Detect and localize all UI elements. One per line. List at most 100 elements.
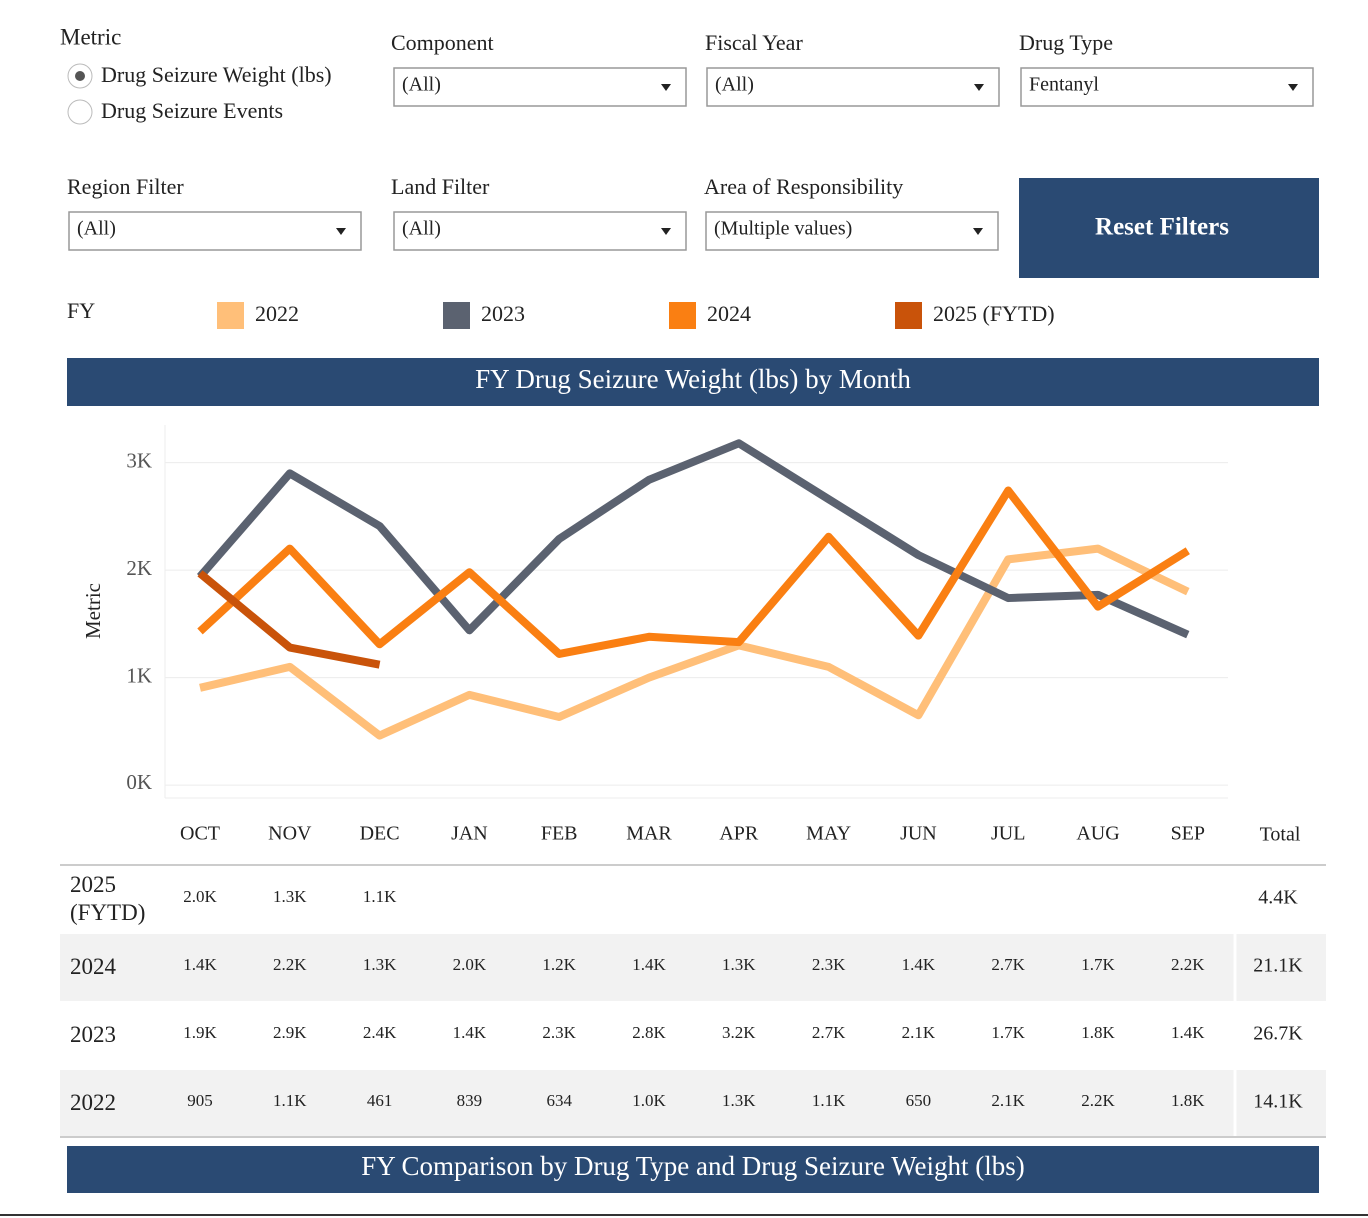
chart-title: FY Drug Seizure Weight (lbs) by Month (475, 364, 911, 394)
dropdown[interactable] (1020, 67, 1314, 107)
table-total: 21.1K (1253, 955, 1303, 977)
row-label: 2025 (FYTD) (70, 872, 146, 925)
radio-label[interactable]: Drug Seizure Weight (lbs) (101, 62, 332, 87)
table-cell: 2.0K (183, 887, 217, 906)
legend-label: 2022 (255, 301, 299, 326)
table-cell: 1.7K (1081, 955, 1115, 974)
y-tick-label: 0K (126, 770, 152, 794)
chart-title-band (67, 358, 1319, 406)
row-label: 2024 (70, 954, 116, 979)
table-cell: 1.4K (183, 955, 217, 974)
table-cell: 905 (187, 1091, 213, 1110)
table-row-bg (60, 934, 1326, 1001)
table-cell: 461 (367, 1091, 393, 1110)
y-tick-label: 3K (126, 448, 152, 472)
row-label-box: 2023 (70, 1022, 116, 1047)
y-tick-label: 2K (126, 556, 152, 580)
legend-title: FY (67, 298, 95, 323)
x-tick-label: NOV (268, 823, 312, 845)
table-cell: 1.4K (632, 955, 666, 974)
x-tick-label: APR (719, 823, 759, 845)
table-cell: 1.4K (453, 1023, 487, 1042)
table-cell: 1.3K (363, 955, 397, 974)
x-tick-label: MAY (806, 823, 851, 845)
dropdown[interactable] (705, 211, 999, 251)
series-line (199, 544, 1190, 740)
legend-label: 2024 (707, 301, 751, 326)
table-cell: 1.4K (902, 955, 936, 974)
row-label: 2022 (70, 1090, 116, 1115)
table-cell: 1.9K (183, 1023, 217, 1042)
dropdown-arrow (974, 84, 984, 91)
dropdown-arrow (1288, 84, 1298, 91)
table-cell: 1.2K (542, 955, 576, 974)
table-cell: 1.1K (273, 1091, 307, 1110)
dropdown[interactable] (706, 67, 1000, 107)
table-cell: 2.0K (453, 955, 487, 974)
table-cell: 1.3K (722, 955, 756, 974)
radio-label[interactable]: Drug Seizure Events (101, 98, 283, 123)
dropdown-value[interactable]: (All) (715, 74, 754, 96)
dropdown-value[interactable]: (All) (77, 218, 116, 240)
reset-button[interactable] (1019, 178, 1319, 278)
table-cell: 1.7K (991, 1023, 1025, 1042)
dropdown-arrow (336, 228, 346, 235)
dropdown[interactable] (393, 67, 687, 107)
filter-label: Area of Responsibility (704, 174, 903, 199)
filter-label: Region Filter (67, 174, 184, 199)
y-axis-label: Metric (81, 583, 105, 639)
table-cell: 3.2K (722, 1023, 756, 1042)
dropdown[interactable] (393, 211, 687, 251)
legend-label: 2023 (481, 301, 525, 326)
table-total: 26.7K (1253, 1023, 1303, 1045)
table-total: 4.4K (1258, 887, 1298, 909)
table-cell: 2.4K (363, 1023, 397, 1042)
x-tick-label: JUN (900, 823, 937, 845)
dropdown-value[interactable]: (All) (402, 74, 441, 96)
total-header: Total (1260, 824, 1301, 846)
row-label-box: 2025 (FYTD) (70, 872, 146, 925)
table-cell: 2.3K (542, 1023, 576, 1042)
table-cell: 1.1K (363, 887, 397, 906)
row-label-box: 2022 (70, 1090, 116, 1115)
table-cell: 1.1K (812, 1091, 846, 1110)
legend-swatch (443, 302, 470, 329)
x-tick-label: AUG (1076, 823, 1119, 845)
table-cell: 2.8K (632, 1023, 666, 1042)
x-tick-label: MAR (626, 823, 672, 845)
filter-label: Component (391, 30, 494, 55)
row-label: 2023 (70, 1022, 116, 1047)
row-label-box: 2024 (70, 954, 116, 979)
table-cell: 634 (546, 1091, 572, 1110)
table-cell: 1.3K (273, 887, 307, 906)
dropdown[interactable] (68, 211, 362, 251)
dropdown-value[interactable]: (All) (402, 218, 441, 240)
table-total: 14.1K (1253, 1091, 1303, 1113)
x-tick-label: SEP (1171, 823, 1205, 845)
radio[interactable] (67, 99, 93, 125)
table-cell: 2.2K (1171, 955, 1205, 974)
table-cell: 2.7K (991, 955, 1025, 974)
series-line (196, 439, 1190, 639)
series-line (197, 486, 1190, 658)
filter-label: Drug Type (1019, 30, 1113, 55)
table-cell: 2.2K (1081, 1091, 1115, 1110)
dropdown-value[interactable]: (Multiple values) (714, 218, 852, 240)
section-title-band (67, 1146, 1319, 1193)
reset-button-label[interactable]: Reset Filters (1095, 214, 1229, 241)
table-cell: 1.4K (1171, 1023, 1205, 1042)
table-cell: 2.9K (273, 1023, 307, 1042)
table-cell: 2.1K (991, 1091, 1025, 1110)
dropdown-value[interactable]: Fentanyl (1029, 74, 1099, 96)
dropdown-arrow (661, 228, 671, 235)
y-tick-label: 1K (126, 663, 152, 687)
x-tick-label: DEC (360, 823, 400, 845)
x-tick-label: JUL (991, 823, 1025, 845)
table-cell: 1.8K (1171, 1091, 1205, 1110)
table-cell: 1.0K (632, 1091, 666, 1110)
legend-swatch (895, 302, 922, 329)
x-tick-label: JAN (451, 823, 488, 845)
table-cell: 1.8K (1081, 1023, 1115, 1042)
filter-label: Land Filter (391, 174, 490, 199)
